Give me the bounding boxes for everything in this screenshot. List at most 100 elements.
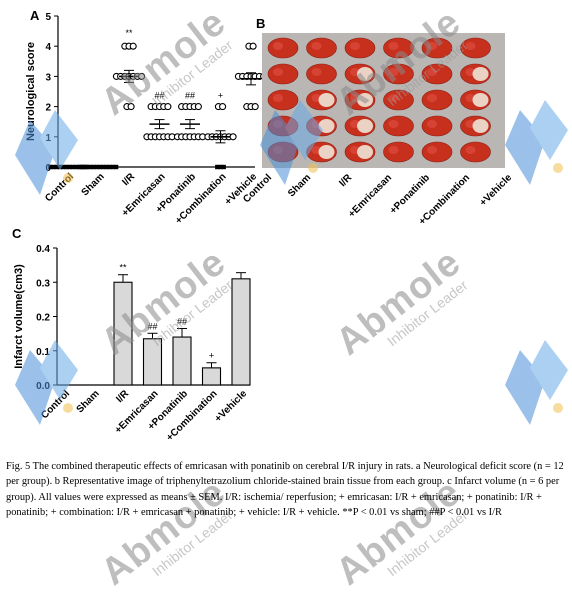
y-tick-label: 0.3 xyxy=(36,278,50,289)
slice-highlight xyxy=(465,146,476,154)
data-point xyxy=(229,133,237,141)
slice-highlight xyxy=(388,120,399,128)
category-label: Sham xyxy=(75,388,102,415)
panel-c-letter: C xyxy=(12,226,22,241)
significance-label: ## xyxy=(154,91,164,101)
y-tick-label: 4 xyxy=(45,42,51,53)
brain-slice xyxy=(306,63,337,85)
bar xyxy=(231,278,251,386)
category-label: Control xyxy=(39,388,72,421)
slice-highlight xyxy=(427,68,437,76)
y-tick-label: 0.0 xyxy=(36,381,50,392)
category-label: I/R xyxy=(120,171,137,188)
slice-highlight xyxy=(427,94,437,102)
panel-a-letter: A xyxy=(30,8,40,23)
y-tick-label: 5 xyxy=(45,12,51,23)
brain-slice xyxy=(383,89,414,111)
slice-highlight xyxy=(311,42,322,50)
infarct-area xyxy=(318,145,335,159)
slice-highlight xyxy=(273,146,283,154)
significance-label: ## xyxy=(177,316,187,326)
significance-label: ## xyxy=(185,91,195,101)
ttc-stained-brain-image xyxy=(262,33,505,168)
brain-slice xyxy=(267,115,299,137)
data-point xyxy=(138,72,146,80)
data-point xyxy=(78,164,84,170)
score-marks: ** ## ## + xyxy=(48,28,268,170)
brain-slice xyxy=(267,141,299,163)
data-point xyxy=(113,164,119,170)
infarct-area xyxy=(318,119,335,133)
group-label: Sham xyxy=(286,172,313,199)
brain-slice xyxy=(267,89,299,111)
infarct-area xyxy=(357,119,373,133)
figure-caption: Fig. 5 The combined therapeutic effects … xyxy=(6,461,564,519)
slice-highlight xyxy=(273,68,283,76)
category-label: +Vehicle xyxy=(213,388,250,425)
slice-highlight xyxy=(273,42,283,50)
y-tick-label: 0.1 xyxy=(36,347,50,358)
significance-label: + xyxy=(218,91,223,101)
brain-slice xyxy=(460,37,491,59)
infarct-area xyxy=(472,93,489,107)
slice-highlight xyxy=(273,120,283,128)
slice-highlight xyxy=(311,68,322,76)
slice-highlight xyxy=(427,42,437,50)
score-category-labels: Control Sham I/R+Emricasan+Ponatinib+Combi… xyxy=(43,171,259,227)
slice-highlight xyxy=(350,42,360,50)
slice-highlight xyxy=(388,94,399,102)
y-axis-title: Neurological score xyxy=(25,42,37,141)
brain-slice xyxy=(344,37,376,59)
category-label: Sham xyxy=(80,171,107,198)
group-label: +Emricasan xyxy=(346,172,394,220)
brain-slice xyxy=(421,63,453,85)
brain-slice xyxy=(383,115,414,137)
y-tick-label: 0.4 xyxy=(36,244,50,255)
brain-slice xyxy=(383,141,414,163)
slice-highlight xyxy=(427,120,437,128)
brain-slice xyxy=(306,37,337,59)
y-tick-label: 1 xyxy=(45,133,51,144)
brain-slice xyxy=(267,63,299,85)
bar xyxy=(201,367,222,386)
infarct-area xyxy=(472,67,489,81)
y-axis-title: Infarct volume(cm3) xyxy=(13,264,25,369)
bar xyxy=(142,338,163,386)
brain-slice xyxy=(421,141,453,163)
data-point xyxy=(221,164,226,170)
infarct-bars: ** ## ## + xyxy=(113,263,251,386)
y-tick-label: 2 xyxy=(45,103,51,114)
data-point xyxy=(251,103,259,111)
brain-slice xyxy=(421,89,453,111)
brain-slice xyxy=(460,141,491,163)
infarct-area xyxy=(357,67,373,81)
brain-slice xyxy=(267,37,299,59)
infarct-area xyxy=(472,119,489,133)
data-point xyxy=(219,103,227,111)
data-point xyxy=(215,164,220,170)
infarct-area xyxy=(318,93,335,107)
bar xyxy=(113,281,133,386)
data-point xyxy=(85,164,90,170)
data-point xyxy=(249,42,257,50)
y-tick-label: 3 xyxy=(45,72,51,83)
slice-highlight xyxy=(273,94,283,102)
data-point xyxy=(107,164,112,170)
brain-slice xyxy=(421,37,453,59)
slice-highlight xyxy=(388,146,399,154)
significance-label: ## xyxy=(147,321,157,331)
panel-b-letter: B xyxy=(256,16,265,31)
group-label: I/R xyxy=(337,172,354,189)
data-point xyxy=(81,164,87,170)
infarct-area xyxy=(357,145,373,159)
significance-label: ** xyxy=(125,28,133,38)
slice-highlight xyxy=(427,146,437,154)
slice-highlight xyxy=(388,68,399,76)
data-point xyxy=(218,164,223,170)
brain-slice xyxy=(383,37,414,59)
infarct-area xyxy=(357,93,373,107)
data-point xyxy=(164,103,172,111)
brain-slice xyxy=(421,115,453,137)
infarct-category-labels: Control Sham I/R+Emricasan+Ponatinib+Combi… xyxy=(39,388,249,444)
tissue-group-labels: Control Sham I/R+Emricasan+Ponatinib+Combi… xyxy=(241,172,514,228)
